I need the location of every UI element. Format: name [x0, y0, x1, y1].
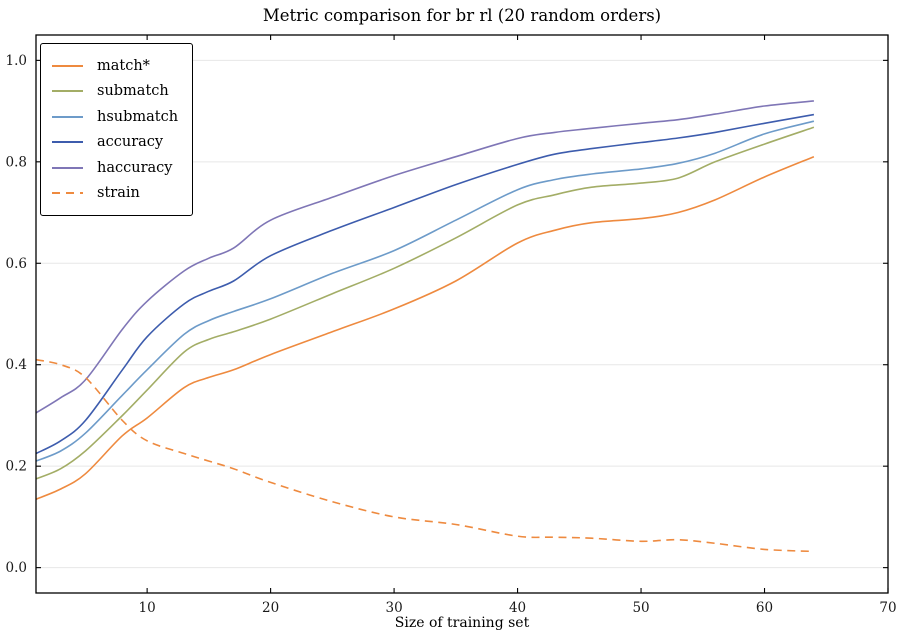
legend-label: hsubmatch	[97, 108, 179, 125]
legend-box: match* submatch hsubmatch accuracy haccuracy…	[40, 43, 194, 216]
legend-line-swatch	[52, 192, 83, 195]
series-line-accuracy	[35, 113, 815, 455]
x-tick-label: 10	[139, 600, 156, 616]
legend-item-hsubmatch: hsubmatch	[52, 104, 178, 130]
legend-label: strain	[97, 185, 140, 202]
series-line-strain	[35, 358, 814, 553]
y-tick-label: 0.0	[6, 560, 27, 576]
series-line-submatch	[35, 126, 815, 480]
legend-line-swatch	[52, 141, 83, 144]
x-tick-label: 50	[632, 600, 649, 616]
legend-item-submatch: submatch	[52, 79, 178, 105]
series-line-haccuracy	[35, 100, 814, 414]
x-tick-label: 30	[385, 600, 402, 616]
y-tick-label: 0.8	[6, 154, 27, 170]
x-tick-label: 40	[509, 600, 526, 616]
chart-title: Metric comparison for br rl (20 random o…	[262, 6, 662, 25]
x-tick-label: 20	[262, 600, 279, 616]
legend-line-swatch	[52, 64, 83, 67]
y-tick-label: 0.2	[6, 459, 27, 475]
series-line-hsubmatch	[35, 120, 815, 462]
y-tick-label: 1.0	[6, 53, 27, 69]
legend-item-accuracy: accuracy	[52, 130, 178, 156]
legend-label: haccuracy	[97, 159, 173, 176]
legend-line-swatch	[52, 115, 83, 118]
series-line-match	[35, 155, 815, 500]
x-tick-label: 60	[756, 600, 773, 616]
legend-line-swatch	[52, 166, 83, 169]
legend-item-haccuracy: haccuracy	[52, 155, 178, 181]
x-axis-label: Size of training set	[394, 615, 530, 631]
y-tick-label: 0.4	[6, 357, 27, 373]
legend-label: match*	[97, 57, 150, 74]
y-tick-label: 0.6	[6, 256, 27, 272]
legend-label: accuracy	[97, 134, 164, 151]
legend-item-strain: strain	[52, 181, 178, 207]
plot-frame	[35, 34, 889, 594]
legend-label: submatch	[97, 83, 169, 100]
x-tick-label: 70	[879, 600, 896, 616]
legend-item-match: match*	[52, 53, 178, 79]
legend-line-swatch	[52, 90, 83, 93]
